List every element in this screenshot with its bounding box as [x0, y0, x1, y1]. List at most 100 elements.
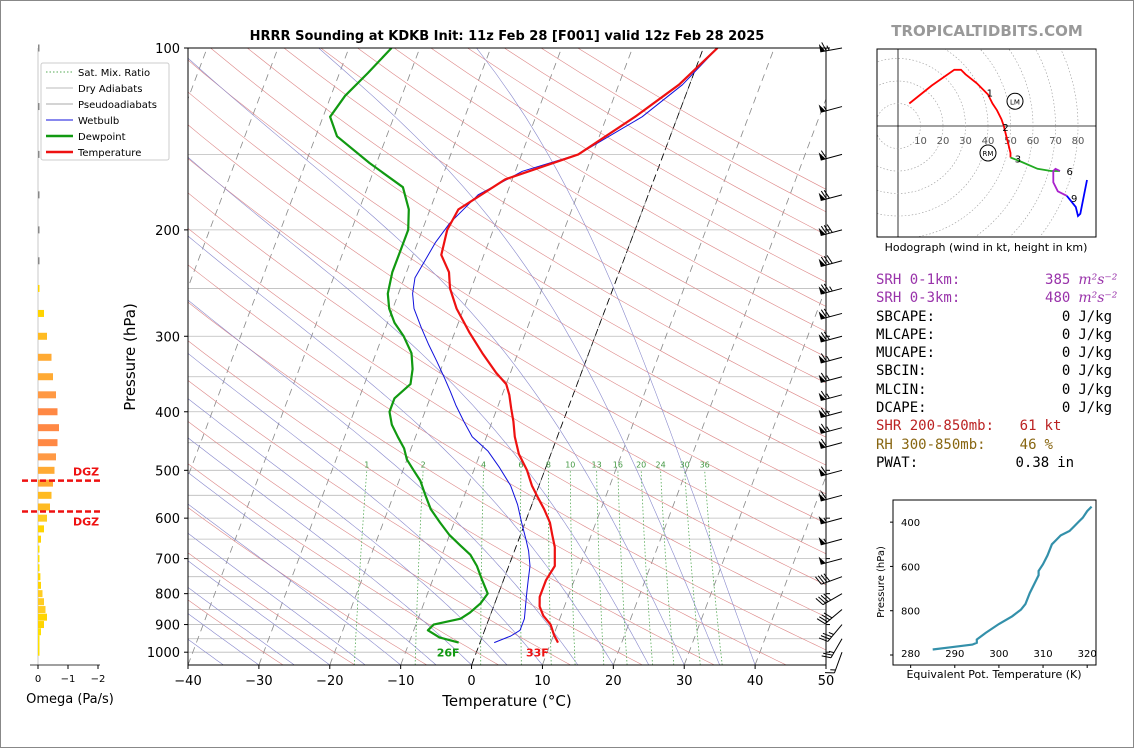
wind-barb — [818, 150, 843, 161]
hodograph-height-label: 1 — [987, 88, 993, 99]
param-row: RH 300-850mb: 46% — [876, 436, 1117, 454]
param-unit: J/kg — [1078, 326, 1113, 343]
omega-bar — [38, 564, 40, 572]
param-value: 0 — [1061, 345, 1071, 362]
isotherm-line — [188, 48, 421, 665]
param-row: DCAPE: 0 J/kg — [876, 399, 1117, 417]
omega-bar — [38, 466, 55, 474]
mixing-ratio-line — [480, 470, 484, 665]
hodograph-lm-marker — [1006, 92, 1024, 110]
wind-barb — [824, 652, 843, 674]
param-value: 0 — [1061, 326, 1071, 343]
omega-bar — [38, 226, 40, 234]
theta-e-trace — [932, 505, 1093, 651]
wind-barb — [818, 624, 843, 642]
omega-bar — [38, 391, 56, 399]
mixing-ratio-line — [548, 470, 552, 665]
omega-bar — [38, 150, 40, 158]
pseudoadiabat — [188, 472, 437, 665]
theta-e-y-tick-label: 800 — [901, 607, 920, 618]
pseudoadiabat — [476, 48, 756, 665]
param-row: PWAT: 0.38 in — [876, 454, 1117, 472]
omega-bar — [38, 606, 46, 614]
skew-t-frame — [187, 47, 827, 666]
omega-bar — [38, 408, 58, 416]
dry-adiabat — [188, 192, 826, 586]
pseudoadiabat — [188, 613, 260, 665]
dewpoint-trace — [329, 48, 489, 644]
dry-adiabat — [188, 301, 787, 665]
dry-adiabat — [320, 48, 826, 358]
mixing-ratio-line — [704, 470, 723, 665]
isotherm-line — [471, 48, 704, 665]
mixing-ratio-label: 16 — [613, 460, 623, 469]
theta-e-panel: 280 290 300 310 320 400 600 800 — [890, 505, 1097, 668]
theta-e-x-tick-label: 280 — [901, 649, 920, 660]
hodograph-rm-marker — [979, 144, 997, 162]
legend-entry: Wetbulb — [78, 116, 119, 127]
dry-adiabat — [188, 421, 571, 665]
param-value: 0 — [1061, 363, 1071, 380]
omega-bar — [38, 573, 41, 581]
hodograph-ring — [877, 49, 1011, 237]
pseudoadiabat — [188, 235, 614, 665]
param-label: MLCAPE: — [876, 326, 936, 343]
hodograph-ring-label: 20 — [937, 136, 950, 147]
param-label: MUCAPE: — [876, 345, 936, 362]
dry-adiabat — [188, 264, 826, 651]
mixing-ratio-line — [414, 470, 424, 665]
omega-bar — [38, 621, 44, 629]
param-row: SBCIN: 0 J/kg — [876, 362, 1117, 380]
wind-barb — [816, 609, 843, 625]
param-unit: J/kg — [1078, 363, 1113, 380]
omega-bar — [38, 332, 47, 340]
isotherm-line — [612, 97, 826, 665]
param-value: 0 — [1061, 400, 1071, 417]
hodograph-ring — [877, 80, 944, 172]
omega-bar — [38, 503, 50, 511]
param-value: 46 — [1019, 436, 1037, 453]
hodograph-ring-label: 80 — [1072, 136, 1085, 147]
param-label: SBCAPE: — [876, 308, 936, 325]
mixing-ratio-label: 6 — [518, 460, 523, 469]
hodograph-segment — [908, 68, 1012, 158]
x-tick-label: 50 — [818, 674, 835, 689]
wind-barb — [821, 638, 843, 659]
mixing-ratio-line — [520, 470, 522, 665]
wind-barb — [818, 466, 843, 477]
param-unit: m²s⁻² — [1078, 290, 1118, 307]
omega-bar — [38, 257, 40, 265]
isotherm-line — [683, 286, 826, 665]
legend-entry: Pseudoadiabats — [78, 100, 157, 111]
hodograph-ring-label: 70 — [1049, 136, 1062, 147]
theta-e-x-tick-label: 310 — [1033, 649, 1052, 660]
mixing-ratio-label: 30 — [680, 460, 690, 469]
y-tick-label: 500 — [155, 464, 180, 479]
x-tick-label: 30 — [676, 674, 693, 689]
theta-e-x-tick-label: 320 — [1078, 649, 1097, 660]
hodograph-ring — [974, 49, 1034, 237]
wind-barb — [818, 556, 843, 565]
x-tick-label: −20 — [316, 674, 343, 689]
param-value: 0 — [1061, 308, 1071, 325]
theta-e-xlabel: Equivalent Pot. Temperature (K) — [906, 668, 1081, 681]
mixing-ratio-label: 10 — [565, 460, 575, 469]
pseudoadiabat — [318, 48, 720, 665]
dry-adiabat — [394, 48, 826, 307]
param-unit: J/kg — [1078, 381, 1113, 398]
wind-barb — [815, 573, 843, 585]
mixing-ratio-line — [617, 470, 628, 665]
theta-e-y-tick-label: 400 — [901, 518, 920, 529]
theta-e-ylabel: Pressure (hPa) — [876, 546, 887, 618]
y-tick-label: 400 — [155, 406, 180, 421]
isotherm-line — [329, 48, 562, 665]
omega-tick-label: −1 — [61, 674, 76, 685]
mixing-ratio-line — [684, 470, 701, 665]
param-unit: J/kg — [1078, 345, 1113, 362]
surface-temp-label: 33F — [526, 647, 549, 660]
omega-tick-label: −2 — [91, 674, 106, 685]
hodograph-ring-label: 60 — [1027, 136, 1040, 147]
x-tick-label: 10 — [534, 674, 551, 689]
param-row: SRH 0-1km: 385 m²s⁻² — [876, 271, 1117, 289]
